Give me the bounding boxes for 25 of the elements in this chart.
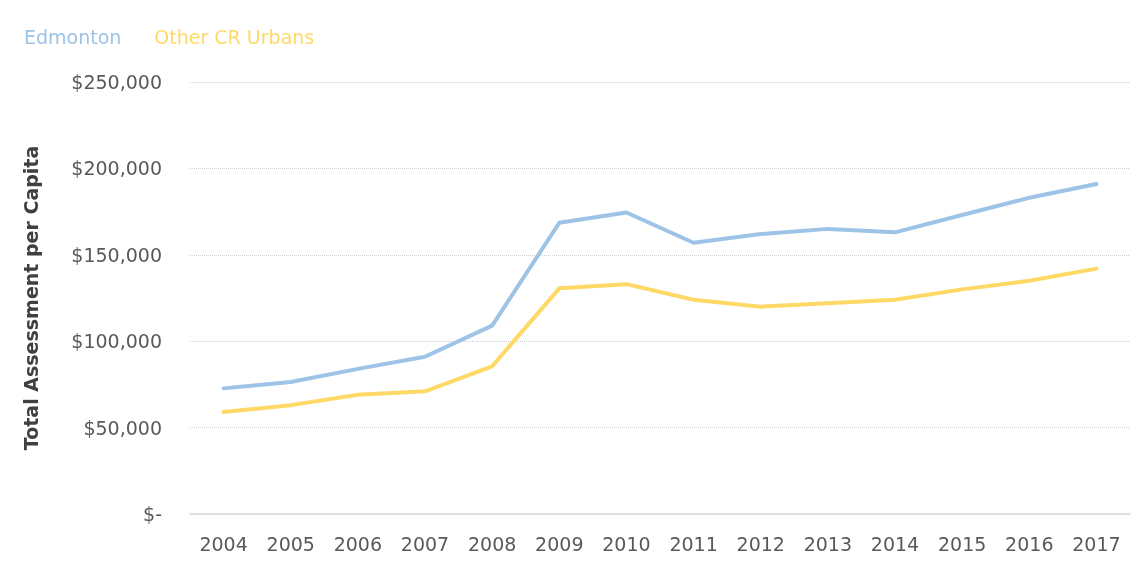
x-tick-label: 2005: [266, 532, 315, 555]
x-tick-label: 2012: [736, 532, 785, 555]
y-tick-label: $-: [143, 503, 162, 525]
y-tick-label: $250,000: [71, 71, 162, 93]
x-tick-label: 2015: [937, 532, 987, 555]
text: Edmonton: [24, 25, 122, 48]
line-series: [221, 266, 1099, 415]
y-tick-label: $100,000: [71, 330, 162, 353]
x-tick-label: 2008: [467, 532, 517, 555]
x-tick-label: 2009: [535, 532, 584, 555]
x-tick-label: 2010: [602, 532, 651, 555]
x-tick-label: 2011: [669, 532, 718, 555]
x-tick-label: 2013: [803, 532, 853, 555]
y-tick-label: $200,000: [71, 157, 162, 180]
x-tick-label: 2007: [400, 532, 450, 555]
text: Other CR Urbans: [154, 25, 315, 48]
x-tick-label: 2004: [199, 532, 248, 555]
x-tick-label: 2006: [333, 532, 383, 555]
line-series: [221, 181, 1099, 391]
y-axis-title: Total Assessment per Capita: [19, 145, 42, 451]
y-tick-label: $150,000: [71, 243, 162, 266]
x-tick-label: 2014: [870, 532, 920, 555]
x-tick-label: 2016: [1005, 532, 1054, 555]
x-tick-label: 2017: [1072, 532, 1121, 555]
y-tick-label: $50,000: [83, 416, 162, 439]
